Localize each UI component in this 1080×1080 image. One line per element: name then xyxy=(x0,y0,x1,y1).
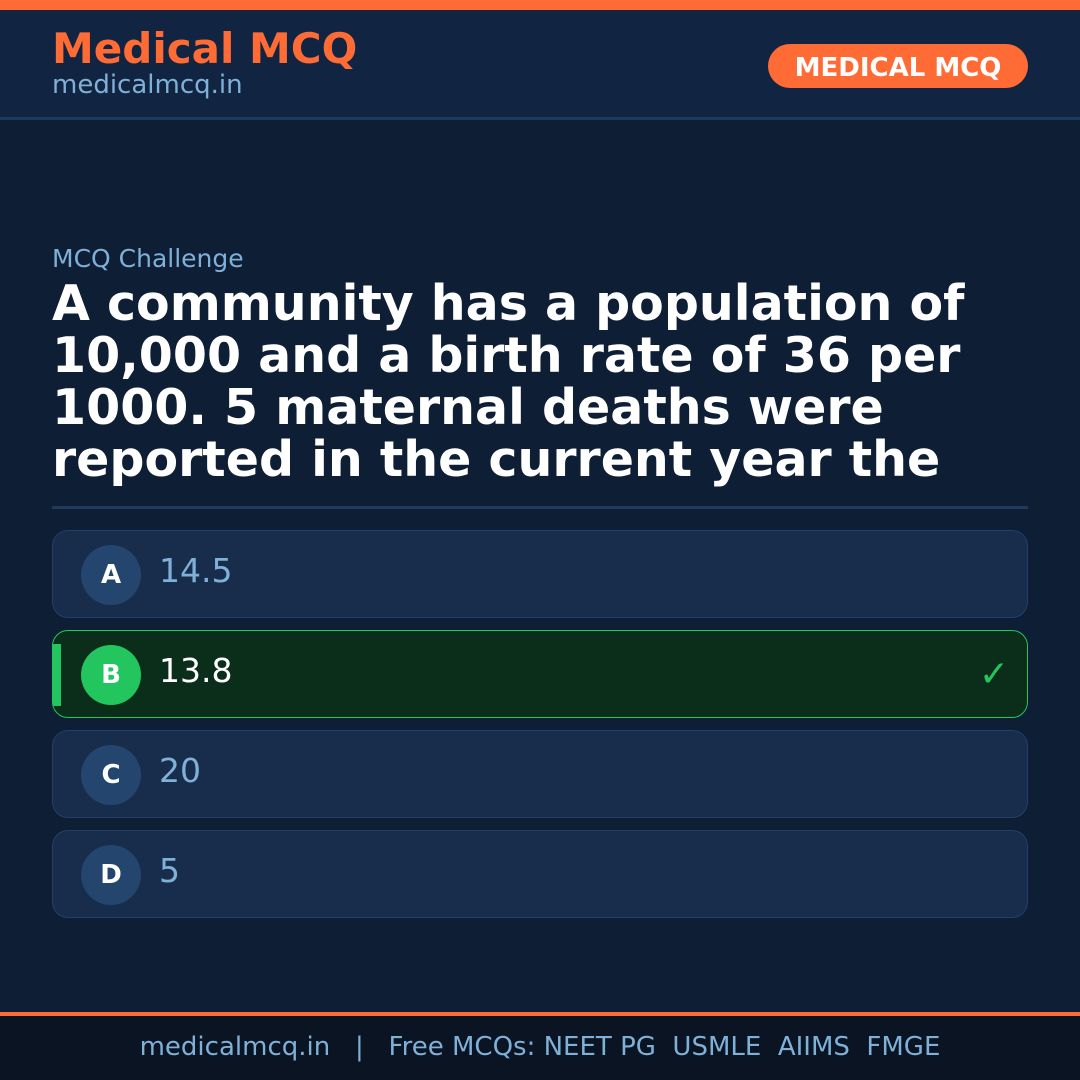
option-d[interactable]: D 5 xyxy=(52,830,1028,918)
option-text: 20 xyxy=(159,751,201,790)
option-a[interactable]: A 14.5 xyxy=(52,530,1028,618)
divider xyxy=(52,506,1028,509)
site-url[interactable]: medicalmcq.in xyxy=(52,70,243,100)
top-accent-bar xyxy=(0,0,1080,10)
question-text: A community has a population of 10,000 a… xyxy=(52,275,965,488)
footer: medicalmcq.in | Free MCQs: NEET PG USMLE… xyxy=(0,1012,1080,1080)
option-text: 5 xyxy=(159,851,180,890)
option-c[interactable]: C 20 xyxy=(52,730,1028,818)
question-eyebrow: MCQ Challenge xyxy=(52,244,244,273)
option-text: 14.5 xyxy=(159,551,233,590)
option-letter: C xyxy=(81,745,141,805)
option-text: 13.8 xyxy=(159,651,233,690)
checkmark-icon: ✓ xyxy=(978,654,1009,695)
option-letter: D xyxy=(81,845,141,905)
header: Medical MCQ medicalmcq.in MEDICAL MCQ xyxy=(0,10,1080,120)
option-b-correct[interactable]: B 13.8 ✓ xyxy=(52,630,1028,718)
option-letter: B xyxy=(81,645,141,705)
option-letter: A xyxy=(81,545,141,605)
correct-indicator-bar xyxy=(53,644,61,706)
brand-badge: MEDICAL MCQ xyxy=(768,44,1028,88)
brand-title: Medical MCQ xyxy=(52,24,358,73)
